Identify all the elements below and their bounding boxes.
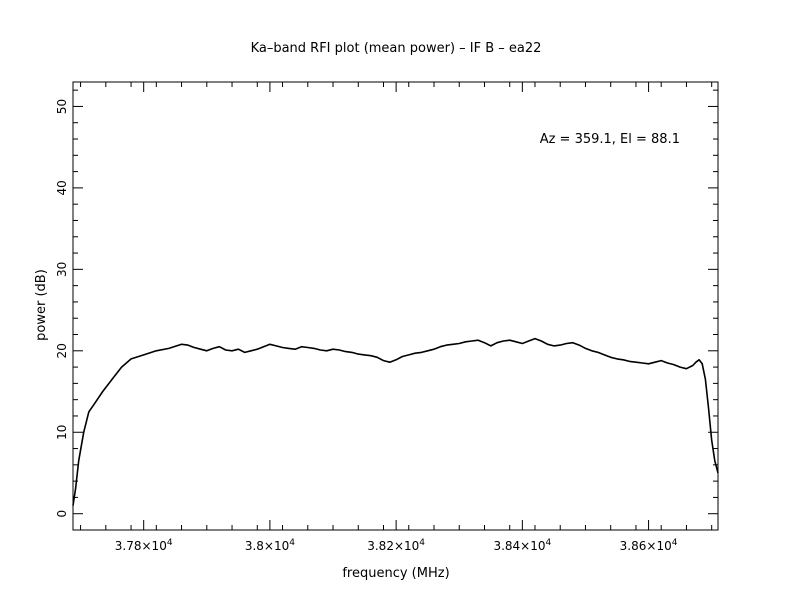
x-tick-label: 3.78×104 bbox=[115, 538, 173, 553]
plot-frame bbox=[72, 81, 719, 531]
y-tick-label: 20 bbox=[55, 343, 69, 358]
series-line-power bbox=[72, 337, 719, 506]
az-el-annotation: Az = 359.1, El = 88.1 bbox=[540, 132, 680, 147]
y-tick-label: 10 bbox=[55, 425, 69, 440]
axis-ticks bbox=[73, 82, 718, 530]
y-tick-label: 40 bbox=[55, 180, 69, 195]
tick-labels: 0 10 20 30 40 50 3.78×104 3.8×104 3.82×104 3.84×1… bbox=[55, 99, 678, 553]
y-tick-label: 30 bbox=[55, 262, 69, 277]
chart-title: Ka–band RFI plot (mean power) – IF B – e… bbox=[251, 41, 542, 56]
x-tick-label: 3.8×104 bbox=[245, 538, 295, 553]
y-axis-label: power (dB) bbox=[34, 269, 49, 341]
y-tick-label: 50 bbox=[55, 99, 69, 114]
x-tick-label: 3.84×104 bbox=[493, 538, 551, 553]
x-tick-label: 3.86×104 bbox=[620, 538, 678, 553]
y-tick-label: 0 bbox=[55, 510, 69, 518]
x-axis-label: frequency (MHz) bbox=[342, 566, 449, 581]
x-tick-label: 3.82×104 bbox=[367, 538, 425, 553]
